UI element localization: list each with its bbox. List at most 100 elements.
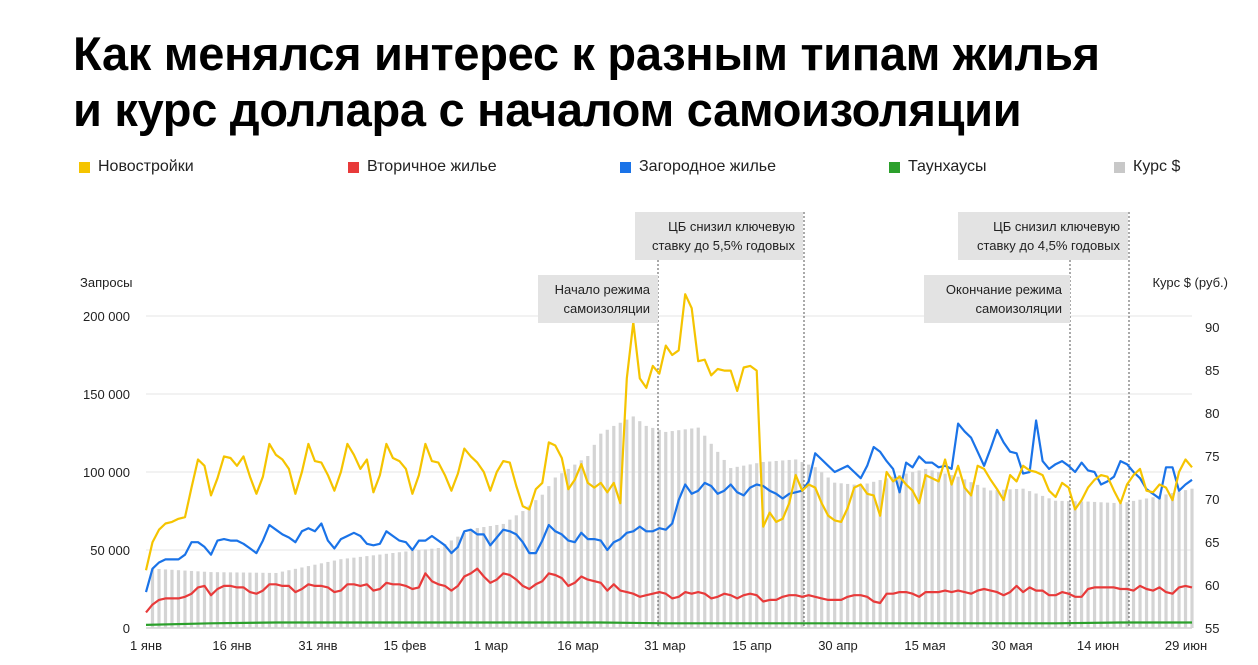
rate-bar	[417, 550, 421, 628]
rate-bar	[599, 433, 603, 628]
rate-bar	[313, 564, 317, 628]
rate-bar	[404, 551, 408, 628]
rate-bar	[982, 487, 986, 628]
rate-bar	[1047, 498, 1051, 628]
x-tick: 30 мая	[991, 638, 1032, 653]
rate-bar	[644, 425, 648, 628]
y-axis-left-title: Запросы	[80, 275, 132, 290]
rate-bar	[709, 443, 713, 628]
x-tick: 15 фев	[384, 638, 427, 653]
legend-item-novostroyki[interactable]: Новостройки	[79, 158, 194, 176]
rate-bar	[462, 532, 466, 628]
rate-bar	[768, 461, 772, 628]
legend-label: Новостройки	[98, 158, 194, 175]
rate-bar	[1190, 488, 1194, 628]
rate-bar	[742, 465, 746, 628]
rate-bar	[293, 568, 298, 628]
rate-bar	[813, 467, 817, 628]
rate-bar	[859, 485, 863, 628]
rate-bar	[839, 483, 843, 628]
rate-bar	[1164, 494, 1168, 628]
legend-item-taunhausy[interactable]: Таунхаусы	[889, 158, 986, 176]
rate-bar	[846, 483, 850, 628]
rate-bar	[222, 572, 226, 628]
rate-bar	[917, 470, 921, 628]
annotation-line-2: самоизоляции	[563, 301, 650, 316]
rate-bar	[521, 511, 525, 628]
rate-bar	[988, 490, 993, 628]
rate-bar	[534, 500, 538, 628]
rate-bar	[1079, 501, 1084, 628]
rate-bar	[631, 416, 635, 628]
x-tick: 1 янв	[130, 638, 162, 653]
rate-bar	[157, 569, 161, 628]
legend-item-zagorodnoe[interactable]: Загородное жилье	[620, 158, 776, 176]
rate-bar	[826, 477, 830, 628]
rate-bar	[651, 427, 655, 628]
rate-bar	[696, 427, 700, 628]
rate-bar	[495, 524, 499, 628]
rate-bar	[969, 482, 973, 628]
series-lines	[144, 293, 1193, 626]
rate-bar	[423, 549, 427, 628]
rate-bar	[852, 484, 856, 628]
rate-bar	[592, 444, 596, 628]
rate-bar	[911, 471, 915, 628]
y-tick-left: 100 000	[83, 465, 130, 480]
rate-bar	[612, 425, 616, 628]
rate-bar	[391, 553, 395, 628]
rate-bar	[365, 556, 369, 628]
rate-bar	[1112, 502, 1116, 628]
rate-bar	[878, 480, 882, 628]
rate-bar	[865, 483, 869, 628]
rate-bar	[794, 459, 798, 628]
rate-bar	[833, 482, 837, 628]
x-tick: 15 мая	[904, 638, 945, 653]
annotation-line-1: Окончание режима	[945, 282, 1062, 297]
rate-bar	[670, 431, 674, 628]
series-line	[144, 419, 1193, 593]
x-tick: 1 мар	[474, 638, 508, 653]
rate-bar	[326, 561, 330, 628]
rate-bar	[280, 571, 285, 628]
rate-bar	[1034, 493, 1038, 628]
legend-swatch-green	[889, 161, 900, 173]
rate-bar	[1183, 490, 1188, 628]
series-line	[144, 293, 1193, 571]
rate-bar	[1027, 491, 1032, 628]
y-tick-right: 60	[1205, 578, 1219, 593]
rate-bar	[501, 523, 505, 628]
legend-label: Вторичное жилье	[367, 158, 497, 175]
annotation-end-isolation: Окончание режима самоизоляции	[924, 275, 1070, 323]
rate-bar	[748, 464, 752, 628]
rate-bar	[1060, 500, 1064, 628]
rate-bar	[729, 468, 733, 628]
rate-bar	[228, 572, 233, 628]
rate-bar	[287, 570, 291, 628]
rate-bar	[956, 476, 960, 628]
annotation-rate-cut-5-5: ЦБ снизил ключевую ставку до 5,5% годовы…	[635, 212, 803, 260]
title-line-2: и курс доллара с началом самоизоляции	[73, 83, 1022, 136]
legend-item-kurs[interactable]: Курс $	[1114, 158, 1180, 176]
rate-bar	[553, 477, 557, 628]
y-axis-right-title: Курс $ (руб.)	[1152, 275, 1228, 290]
rate-bar	[209, 572, 213, 628]
rate-bar	[254, 572, 259, 628]
rate-bar	[761, 462, 765, 628]
rate-bar	[1131, 500, 1136, 628]
rate-bar	[183, 570, 187, 628]
rate-bar	[1125, 502, 1129, 628]
legend-item-vtorichnoe[interactable]: Вторичное жилье	[348, 158, 497, 176]
rate-bar	[248, 572, 252, 628]
annotation-line-2: ставку до 4,5% годовых	[976, 238, 1120, 253]
y-tick-right: 55	[1205, 621, 1219, 636]
rate-bar	[1001, 489, 1006, 628]
rate-bar	[488, 526, 492, 628]
event-lines	[657, 212, 1130, 628]
legend-swatch-gray	[1114, 161, 1125, 173]
rate-bar	[618, 422, 622, 628]
rate-bar	[235, 572, 239, 628]
rate-bar	[1105, 502, 1110, 628]
rate-bar	[274, 572, 278, 628]
rate-bar	[449, 540, 453, 628]
